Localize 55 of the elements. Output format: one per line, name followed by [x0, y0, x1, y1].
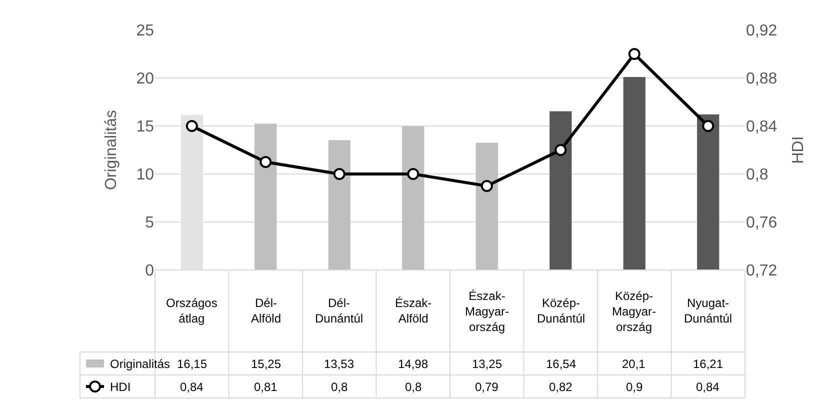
data-label: 0,81 [254, 380, 278, 394]
point [407, 168, 420, 180]
bar [476, 142, 498, 270]
point [186, 120, 198, 132]
point [628, 48, 640, 60]
data-label: 0,8 [331, 380, 348, 394]
legend-label: HDI [110, 380, 131, 394]
x-tick-label: Közép-Magyar-ország [612, 289, 656, 334]
data-label: 16,54 [546, 357, 576, 371]
point [702, 120, 714, 132]
y2-axis-title: HDI [790, 136, 807, 164]
x-tick-label: Nyugat-Dunántúl [684, 296, 732, 326]
bar [623, 77, 646, 270]
point [554, 144, 567, 156]
point [480, 180, 493, 192]
data-label: 0,84 [180, 380, 204, 394]
data-label: 0,8 [405, 380, 422, 394]
data-label: 16,21 [693, 357, 724, 371]
x-tick-label: Észak-Magyar-ország [465, 289, 510, 334]
bar [402, 126, 424, 270]
data-label: 0,82 [549, 380, 573, 394]
y-tick-label: 5 [145, 214, 154, 232]
x-tick-label: Dél-Alföld [251, 296, 282, 326]
bar [328, 140, 350, 270]
data-label: 13,25 [472, 357, 502, 371]
data-label: 0,9 [626, 380, 644, 394]
y-tick-label: 15 [136, 118, 154, 136]
bar [550, 111, 572, 270]
point [333, 168, 346, 180]
point [260, 156, 272, 168]
data-label: 13,53 [324, 357, 354, 371]
legend-label: Originalitás [110, 357, 170, 371]
x-tick-label: Országos átlag [166, 296, 218, 326]
y-tick-label: 25 [136, 22, 154, 40]
y-axis-title: Originalitás [103, 110, 120, 190]
y-tick-label: 10 [136, 166, 154, 184]
y2-tick-label: 0,76 [746, 214, 778, 232]
y2-tick-label: 0,92 [746, 22, 778, 40]
y2-tick-label: 0,84 [746, 118, 778, 136]
x-tick-label: Észak-Alföld [395, 296, 432, 326]
y-tick-label: 20 [136, 70, 154, 88]
data-label: 16,15 [177, 357, 208, 371]
data-label: 0,84 [696, 380, 720, 394]
y2-tick-label: 0,72 [746, 262, 778, 280]
x-tick-label: Dél-Dunántúl [315, 296, 364, 326]
data-label: 0,79 [475, 380, 499, 394]
x-tick-label: Közép-Dunántúl [537, 296, 586, 326]
bar [254, 124, 277, 270]
data-label: 20,1 [622, 357, 646, 371]
data-label: 14,98 [398, 357, 428, 371]
y-tick-label: 0 [145, 262, 154, 280]
y2-tick-label: 0,8 [746, 166, 768, 184]
bar [697, 114, 720, 270]
y2-tick-label: 0,88 [746, 70, 778, 88]
data-label: 15,25 [251, 357, 282, 371]
